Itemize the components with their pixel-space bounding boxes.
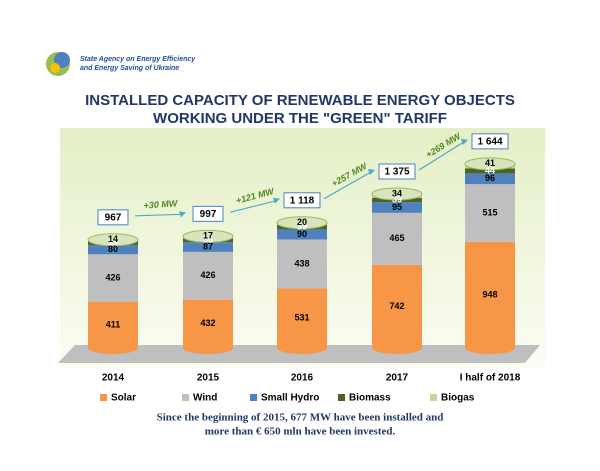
value-label: 34 — [392, 188, 402, 198]
value-label: 432 — [200, 318, 215, 328]
x-tick-label: 2016 — [291, 373, 314, 384]
value-label: 87 — [203, 241, 213, 251]
note: Since the beginning of 2015, 677 MW have… — [157, 412, 444, 424]
bar-segment — [183, 251, 233, 300]
arrow-head — [461, 138, 468, 145]
bar-segment — [465, 168, 515, 174]
chart-title: WORKING UNDER THE "GREEN" TARIFF — [153, 110, 447, 127]
increment-arrow — [229, 200, 277, 213]
value-label: 426 — [105, 272, 120, 282]
x-tick-label: I half of 2018 — [460, 373, 521, 384]
cylinder-top — [182, 229, 234, 243]
agency-name: and Energy Saving of Ukraine — [80, 65, 179, 72]
bar-segment — [183, 242, 233, 252]
note: more than € 650 mln have been invested. — [205, 426, 396, 438]
arrow-head — [368, 169, 375, 175]
legend-label: Small Hydro — [261, 393, 319, 404]
legend-label: Biomass — [349, 393, 391, 404]
legend-label: Solar — [111, 393, 136, 404]
arrow-head — [273, 197, 280, 204]
increment-arrow — [134, 213, 183, 217]
value-label: 35 — [108, 238, 118, 248]
value-label: 39 — [297, 222, 307, 232]
x-tick-label: 2014 — [102, 373, 125, 384]
total-box — [192, 205, 224, 222]
total-label: 1 644 — [477, 137, 502, 148]
total-label: 1 118 — [290, 195, 315, 206]
total-label: 967 — [105, 212, 122, 223]
bar-segment — [88, 254, 138, 302]
value-label: 17 — [203, 231, 213, 241]
bar-segment — [183, 299, 233, 348]
value-label: 20 — [297, 217, 307, 227]
total-box — [471, 133, 509, 150]
bar-segment — [277, 288, 327, 348]
bar-segment — [277, 239, 327, 289]
bar-segment — [372, 264, 422, 348]
value-label: 426 — [200, 270, 215, 280]
bar-segment — [372, 212, 422, 265]
legend-swatch — [250, 394, 257, 401]
bar-segment — [465, 241, 515, 348]
logo — [46, 52, 70, 76]
value-label: 515 — [482, 207, 497, 217]
legend-swatch — [182, 394, 189, 401]
value-label: 39 — [392, 194, 402, 204]
bar-segment — [465, 184, 515, 242]
agency-name: State Agency on Energy Efficiency — [80, 56, 196, 63]
bar-segment — [465, 173, 515, 185]
bar-segment — [88, 245, 138, 255]
arrow-head — [179, 211, 186, 218]
bar-segment — [277, 229, 327, 240]
x-tick-label: 2017 — [386, 373, 409, 384]
increment-label: +30 MW — [143, 198, 179, 210]
total-box — [378, 163, 416, 180]
legend-swatch — [338, 394, 345, 401]
total-box — [97, 209, 129, 226]
value-label: 438 — [294, 258, 309, 268]
increment-arrow — [323, 171, 372, 200]
total-label: 997 — [200, 209, 217, 220]
value-label: 80 — [108, 244, 118, 254]
bar-segment — [372, 202, 422, 213]
value-label: 96 — [485, 173, 495, 183]
x-tick-label: 2015 — [197, 373, 220, 384]
value-label: 948 — [482, 289, 497, 299]
legend-label: Biogas — [441, 393, 475, 404]
total-label: 1 375 — [384, 167, 409, 178]
value-label: 90 — [297, 229, 307, 239]
legend-label: Wind — [193, 393, 217, 404]
value-label: 95 — [392, 202, 402, 212]
increment-arrow — [418, 141, 465, 171]
legend-swatch — [430, 394, 437, 401]
total-box — [283, 192, 321, 209]
value-label: 531 — [294, 313, 309, 323]
value-label: 44 — [485, 165, 495, 175]
cylinder-top — [371, 187, 423, 201]
value-label: 41 — [485, 158, 495, 168]
cylinder-top — [464, 157, 516, 171]
value-label: 465 — [389, 233, 404, 243]
chart-title: INSTALLED CAPACITY OF RENEWABLE ENERGY O… — [85, 92, 515, 109]
value-label: 35 — [203, 235, 213, 245]
value-label: 14 — [108, 234, 118, 244]
value-label: 411 — [106, 319, 121, 329]
cylinder-top — [87, 233, 139, 247]
value-label: 742 — [389, 301, 404, 311]
legend-swatch — [100, 394, 107, 401]
bar-segment — [88, 301, 138, 348]
cylinder-top — [276, 216, 328, 230]
